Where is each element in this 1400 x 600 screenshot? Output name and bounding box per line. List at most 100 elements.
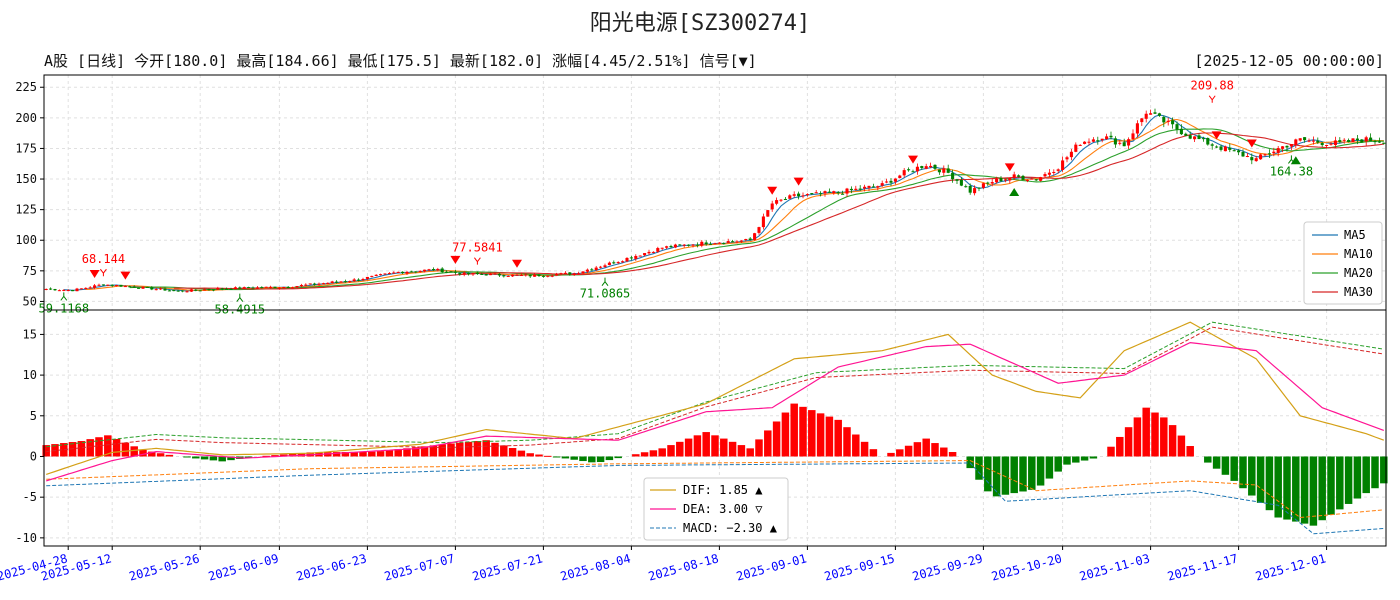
high-annotation: 68.144 <box>82 252 125 266</box>
candle-body <box>717 242 721 244</box>
macd-bar <box>1168 425 1177 457</box>
candle-body <box>330 281 334 284</box>
buy-signal-icon <box>1009 187 1020 196</box>
candle-body <box>238 287 242 289</box>
candle-body <box>453 271 457 273</box>
macd-bar <box>1221 456 1230 475</box>
candle-body <box>876 186 880 188</box>
candle-body <box>1184 133 1188 136</box>
macd-bar <box>244 456 253 458</box>
candle-body <box>282 286 286 289</box>
macd-bar <box>1010 456 1018 494</box>
macd-bar <box>737 445 746 457</box>
candle-body <box>1069 151 1073 158</box>
candle-body <box>682 244 686 246</box>
candle-body <box>313 283 317 285</box>
candle-body <box>1171 120 1175 125</box>
candle-body <box>920 166 924 169</box>
macd-bar <box>667 445 675 457</box>
candle-body <box>673 244 677 248</box>
candle-body <box>57 290 61 292</box>
candle-body <box>550 275 554 277</box>
candle-body <box>977 187 981 189</box>
candle-body <box>198 290 202 292</box>
macd-bar <box>1265 456 1274 511</box>
macd-bar <box>1124 427 1133 457</box>
macd-bar <box>825 416 834 457</box>
macd-bar <box>1212 456 1221 469</box>
ma-legend: MA5 MA10 MA20 MA30 <box>1303 221 1383 305</box>
macd-tick-label: -5 <box>23 490 37 504</box>
legend-macd: MACD: −2.30 ▲ <box>683 521 778 535</box>
candle-body <box>1135 123 1139 134</box>
candle-body <box>480 273 484 275</box>
candle-body <box>1012 174 1016 178</box>
macd-bar <box>772 421 781 457</box>
candle-body <box>1065 157 1069 160</box>
macd-bar <box>860 441 869 457</box>
candle-body <box>1325 144 1329 146</box>
candle-body <box>1197 135 1201 140</box>
candle-body <box>154 289 158 291</box>
candle-body <box>1303 137 1307 141</box>
candle-body <box>1364 137 1368 142</box>
candle-body <box>159 288 163 290</box>
candle-body <box>1144 113 1148 119</box>
candle-body <box>704 242 708 245</box>
candle-body <box>379 274 383 276</box>
candle-body <box>383 273 387 275</box>
candle-body <box>1113 138 1117 145</box>
high-annotation: 209.88 <box>1191 79 1234 93</box>
macd-bar <box>552 456 561 458</box>
candle-body <box>445 271 449 273</box>
candle-body <box>678 244 682 246</box>
macd-bar <box>588 456 596 463</box>
candle-body <box>101 284 105 286</box>
candle-body <box>1008 178 1012 181</box>
macd-bar <box>1327 456 1335 515</box>
candle-body <box>1360 139 1364 143</box>
candle-body <box>1307 140 1311 142</box>
candle-body <box>361 279 365 281</box>
candle-body <box>427 269 431 271</box>
macd-bar <box>904 445 913 457</box>
macd-bar <box>1256 456 1265 503</box>
macd-bar <box>896 449 904 457</box>
candle-body <box>321 283 325 285</box>
macd-bar <box>1089 456 1098 459</box>
candle-body <box>643 253 647 256</box>
candle-body <box>810 193 814 195</box>
candle-body <box>1017 175 1021 177</box>
candle-body <box>753 233 757 240</box>
macd-bar <box>570 456 578 460</box>
candle-body <box>726 241 730 243</box>
candle-body <box>955 179 959 181</box>
candle-body <box>1025 179 1029 181</box>
candle-body <box>577 273 581 275</box>
macd-bar <box>579 456 587 462</box>
candle-body <box>115 285 119 287</box>
candle-body <box>841 193 845 195</box>
legend-dif: DIF: 1.85 ▲ <box>683 483 763 497</box>
macd-bar <box>869 449 878 457</box>
macd-bar <box>1230 456 1238 481</box>
candle-body <box>291 287 295 289</box>
candle-body <box>53 288 57 291</box>
macd-bar <box>68 442 77 457</box>
candle-body <box>1228 147 1232 150</box>
macd-bar <box>482 440 490 457</box>
macd-bar <box>931 443 939 457</box>
candle-body <box>1030 178 1034 180</box>
macd-bar <box>816 413 825 457</box>
candle-body <box>348 281 352 283</box>
candle-body <box>937 169 941 173</box>
macd-bar <box>948 452 957 457</box>
candle-body <box>1245 155 1249 157</box>
candle-body <box>836 192 840 194</box>
high-arrow <box>100 268 107 277</box>
candle-body <box>1377 141 1381 143</box>
macd-bar <box>517 450 526 457</box>
date-tick-label: 2025-10-20 <box>990 551 1063 583</box>
macd-bar <box>165 454 174 457</box>
